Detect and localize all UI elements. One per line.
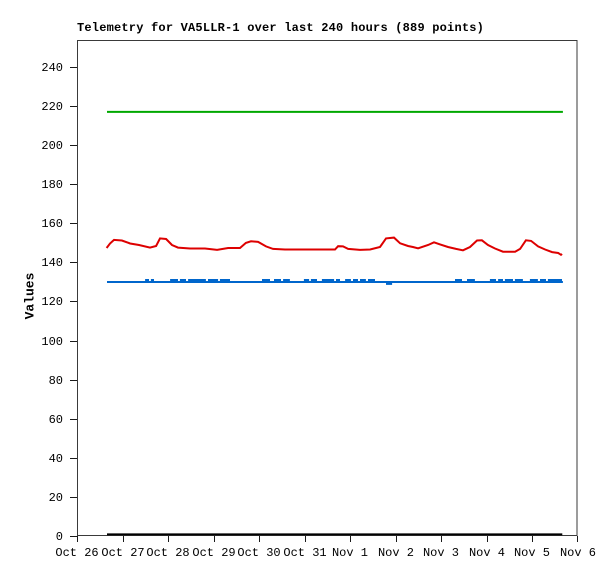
y-tick-label: 220 xyxy=(41,100,63,114)
x-tick-label: Oct 26 xyxy=(55,546,98,560)
x-tick-label: Nov 2 xyxy=(378,546,414,560)
x-tick-label: Nov 4 xyxy=(469,546,505,560)
y-axis-label: Values xyxy=(22,272,38,320)
y-tick-label: 20 xyxy=(49,491,63,505)
y-tick-label: 240 xyxy=(41,61,63,75)
y-tick-label: 180 xyxy=(41,178,63,192)
y-tick-label: 140 xyxy=(41,256,63,270)
chart-title: Telemetry for VA5LLR-1 over last 240 hou… xyxy=(77,21,485,35)
y-tick-label: 160 xyxy=(41,217,63,231)
x-tick-label: Nov 5 xyxy=(514,546,550,560)
x-tick-label: Oct 30 xyxy=(237,546,280,560)
x-tick-label: Nov 3 xyxy=(423,546,459,560)
y-tick-label: 60 xyxy=(49,413,63,427)
x-tick-label: Oct 31 xyxy=(283,546,326,560)
plot-border xyxy=(77,40,578,536)
y-tick-label: 100 xyxy=(41,335,63,349)
y-tick-label: 40 xyxy=(49,452,63,466)
y-tick-label: 200 xyxy=(41,139,63,153)
x-tick-label: Nov 6 xyxy=(560,546,596,560)
y-tick-label: 0 xyxy=(56,530,63,544)
red-telemetry-channel-line xyxy=(105,236,563,257)
y-tick-label: 80 xyxy=(49,374,63,388)
x-tick-label: Oct 29 xyxy=(192,546,235,560)
x-tick-label: Oct 28 xyxy=(146,546,189,560)
y-tick-label: 120 xyxy=(41,295,63,309)
x-tick-label: Oct 27 xyxy=(101,546,144,560)
x-tick-label: Nov 1 xyxy=(332,546,368,560)
